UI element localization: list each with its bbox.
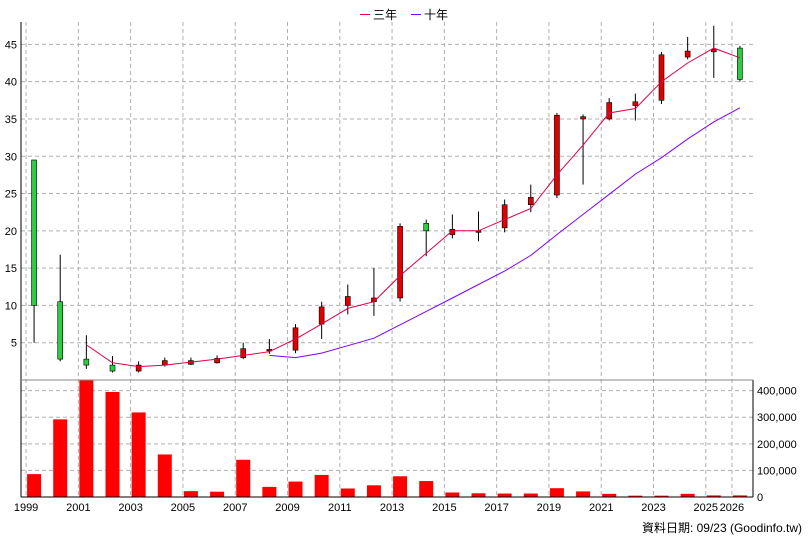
price-tick-label: 15	[5, 263, 17, 275]
candle-body	[527, 196, 534, 206]
legend-item-3yr[interactable]: 三年	[360, 6, 397, 23]
candle-body	[135, 364, 142, 372]
candle-body	[449, 229, 456, 235]
x-tick-label: 2023	[641, 502, 665, 514]
price-candles	[31, 25, 743, 373]
volume-bar	[549, 488, 564, 497]
volume-bar	[602, 493, 617, 497]
price-tick-label: 45	[5, 39, 17, 51]
x-tick-label: 2015	[432, 502, 456, 514]
candle-body	[423, 223, 430, 232]
candle-body	[57, 301, 64, 360]
candle-body	[737, 47, 743, 80]
candle-body	[501, 204, 508, 229]
volume-tick-label: 100,000	[757, 465, 797, 477]
volume-tick-label: 300,000	[757, 412, 797, 424]
x-tick-label: 2017	[484, 502, 508, 514]
volume-bar	[419, 481, 434, 497]
chart-legend: 三年 十年	[360, 6, 448, 23]
candle-body	[344, 296, 351, 306]
volume-bar	[628, 495, 643, 497]
candle-body	[658, 54, 665, 101]
candle-body	[684, 50, 691, 58]
volume-bar	[157, 454, 172, 497]
volume-bar	[680, 493, 695, 497]
candle-body	[109, 364, 116, 372]
volume-bar	[732, 495, 747, 497]
volume-tick-label: 0	[757, 492, 763, 504]
volume-bar	[340, 488, 355, 497]
volume-bar	[576, 491, 591, 497]
series-line-3yr	[86, 47, 741, 368]
x-tick-label: 1999	[14, 502, 38, 514]
volume-bar	[523, 493, 538, 497]
x-tick-label: 2011	[328, 502, 352, 514]
candle-body	[554, 114, 560, 196]
price-tick-label: 25	[5, 189, 17, 201]
price-tick-label: 40	[5, 77, 17, 89]
x-tick-label: 2001	[66, 502, 90, 514]
data-date-note: 資料日期: 09/23 (Goodinfo.tw)	[641, 521, 802, 535]
volume-bar	[706, 495, 721, 497]
x-tick-label: 2026	[720, 502, 744, 514]
candle-body	[31, 159, 37, 306]
x-tick-label: 2009	[275, 502, 299, 514]
candle-body	[214, 358, 220, 364]
grid-lines	[21, 22, 753, 498]
volume-bar	[314, 474, 329, 497]
tick-labels: 510152025303540450100,000200,000300,0004…	[5, 39, 797, 514]
volume-bar	[183, 491, 198, 497]
volume-tick-label: 400,000	[757, 386, 797, 398]
volume-bar	[654, 495, 669, 497]
candle-body	[83, 358, 90, 366]
axes	[20, 22, 754, 498]
moving-average-lines	[86, 47, 741, 368]
x-tick-label: 2005	[171, 502, 195, 514]
x-tick-label: 2013	[380, 502, 404, 514]
candle-body	[606, 102, 613, 120]
volume-bar	[497, 493, 512, 497]
x-tick-label: 2025	[694, 502, 718, 514]
price-tick-label: 30	[5, 151, 17, 163]
volume-bar	[131, 412, 146, 497]
volume-bar	[262, 486, 277, 497]
price-tick-label: 10	[5, 300, 17, 312]
legend-label-10yr: 十年	[424, 8, 449, 22]
volume-bar	[366, 485, 381, 497]
series-line-10yr	[269, 107, 741, 359]
price-tick-label: 5	[11, 338, 17, 350]
volume-bar	[288, 481, 303, 497]
legend-swatch-10yr	[411, 14, 422, 15]
x-tick-label: 2021	[589, 502, 613, 514]
volume-tick-label: 200,000	[757, 439, 797, 451]
x-tick-label: 2019	[537, 502, 561, 514]
x-tick-label: 2007	[223, 502, 247, 514]
legend-item-10yr[interactable]: 十年	[411, 6, 448, 23]
legend-swatch-3yr	[360, 14, 370, 15]
candle-body	[632, 101, 639, 106]
x-tick-label: 2003	[118, 502, 142, 514]
volume-bar	[210, 491, 225, 497]
volume-bar	[236, 459, 251, 497]
price-tick-label: 35	[5, 114, 17, 126]
volume-bar	[445, 492, 460, 497]
candle-body	[240, 348, 247, 358]
candle-body	[580, 116, 586, 120]
volume-bar	[27, 474, 42, 497]
candle-body	[397, 226, 403, 299]
volume-bar	[393, 476, 408, 497]
volume-bar	[53, 419, 68, 497]
volume-bar	[79, 380, 94, 497]
candle-body	[710, 49, 717, 53]
legend-label-3yr: 三年	[373, 8, 398, 22]
volume-bar	[105, 391, 120, 497]
volume-bars	[27, 380, 747, 497]
candle-body	[318, 306, 325, 325]
price-tick-label: 20	[5, 226, 17, 238]
volume-bar	[471, 493, 486, 497]
